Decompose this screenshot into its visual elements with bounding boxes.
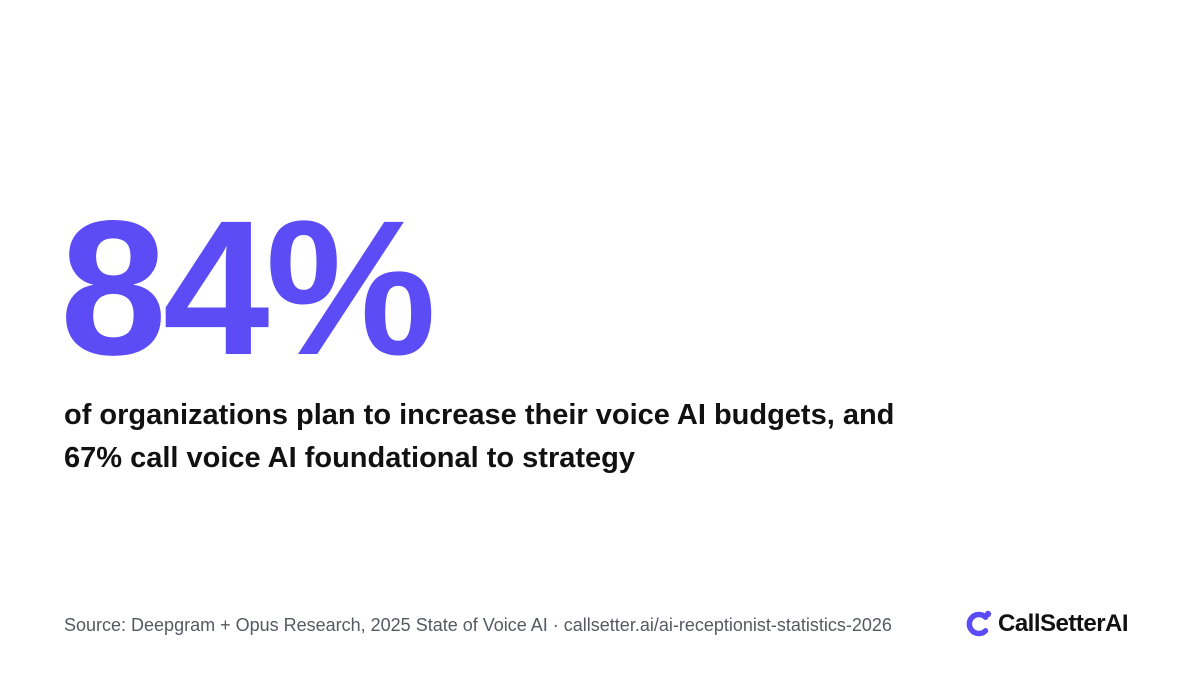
stat-description-line-1: of organizations plan to increase their …: [64, 399, 895, 431]
headline-stat: 84%: [60, 180, 436, 395]
source-citation: Source: Deepgram + Opus Research, 2025 S…: [64, 615, 892, 635]
stat-description-line-2: 67% call voice AI foundational to strate…: [64, 442, 636, 474]
stat-description: of organizations plan to increase their …: [64, 394, 964, 480]
brand-name: CallSetterAI: [998, 610, 1129, 637]
callsetter-logo-icon: [966, 610, 992, 637]
brand-logo: CallSetterAI: [964, 606, 1129, 642]
